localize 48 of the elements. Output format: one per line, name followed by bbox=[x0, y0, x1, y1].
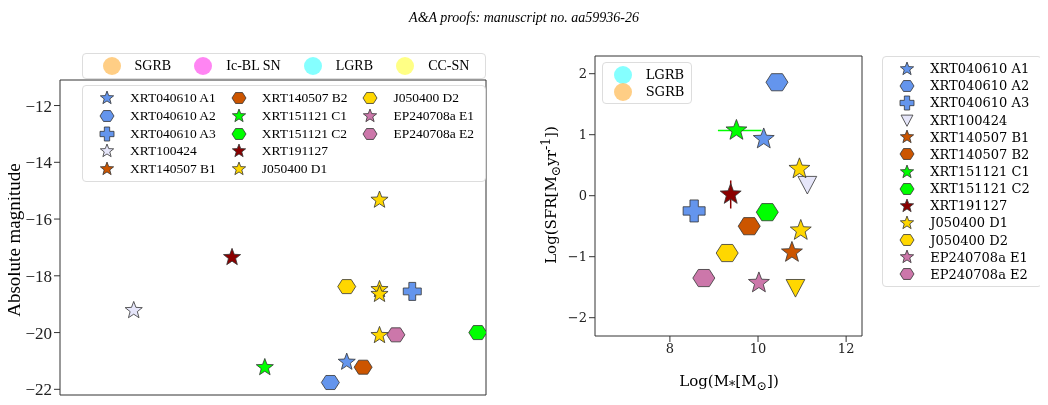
x-axis-title: Log(M$_{*}$[M$_{⊙}$]) bbox=[679, 372, 779, 393]
legend-label: J050400 D1 bbox=[930, 215, 1008, 231]
legend-label: J050400 D2 bbox=[930, 232, 1008, 248]
legend-label: XRT040610 A1 bbox=[129, 89, 216, 106]
legend-label: XRT100424 bbox=[930, 112, 1008, 128]
y-tick-label: −2 bbox=[567, 310, 587, 326]
y-tick-label: −14 bbox=[25, 153, 53, 173]
legend-label: EP240708a E1 bbox=[393, 107, 475, 124]
text: A&A proofs: manuscript no. aa59936-26 bbox=[407, 10, 640, 26]
legend-label: CC-SN bbox=[428, 58, 470, 75]
y-tick-label: −22 bbox=[25, 380, 52, 400]
legend-label: XRT151121 C1 bbox=[261, 107, 348, 124]
legend-label: XRT140507 B1 bbox=[129, 161, 216, 178]
legend-label: Ic-BL SN bbox=[226, 58, 281, 75]
x-tick-label: 10 bbox=[749, 341, 767, 357]
legend-label: XRT191127 bbox=[261, 143, 328, 160]
y-tick-label: 2 bbox=[578, 66, 587, 82]
legend-label: XRT140507 B1 bbox=[930, 129, 1030, 145]
y-tick-label: 1 bbox=[578, 127, 587, 143]
x-tick-label: 8 bbox=[665, 341, 675, 357]
legend-label: XRT140507 B2 bbox=[930, 146, 1030, 162]
x-tick-label: 12 bbox=[837, 341, 855, 357]
legend-label: J050400 D2 bbox=[393, 89, 460, 106]
legend-label: XRT040610 A2 bbox=[930, 78, 1030, 94]
legend-label: XRT100424 bbox=[129, 143, 197, 160]
legend-label: J050400 D1 bbox=[261, 161, 328, 178]
legend-label: XRT040610 A3 bbox=[129, 125, 216, 142]
legend-label: XRT140507 B2 bbox=[261, 89, 348, 106]
legend-label: XRT040610 A1 bbox=[930, 61, 1030, 77]
y-tick-label: −12 bbox=[25, 96, 52, 116]
y-tick-label: −1 bbox=[567, 249, 587, 265]
legend-label: XRT151121 C1 bbox=[930, 164, 1030, 180]
legend-label: SGRB bbox=[645, 84, 685, 100]
legend-label: LGRB bbox=[335, 58, 374, 75]
legend-label: EP240708a E2 bbox=[393, 125, 475, 142]
legend-label: SGRB bbox=[134, 58, 172, 75]
legend-label: XRT151121 C2 bbox=[261, 125, 348, 142]
y-tick-label: 0 bbox=[578, 188, 587, 204]
legend-label: XRT151121 C2 bbox=[930, 181, 1030, 197]
y-tick-label: −18 bbox=[25, 266, 52, 286]
y-tick-label: −16 bbox=[25, 210, 52, 230]
legend-label: XRT040610 A3 bbox=[930, 95, 1030, 111]
y-tick-label: −20 bbox=[25, 323, 52, 343]
legend-label: LGRB bbox=[645, 67, 685, 83]
legend-label: XRT191127 bbox=[930, 198, 1008, 214]
legend-label: EP240708a E1 bbox=[930, 249, 1028, 265]
legend-label: XRT040610 A2 bbox=[129, 107, 216, 124]
legend-label: EP240708a E2 bbox=[930, 266, 1028, 282]
